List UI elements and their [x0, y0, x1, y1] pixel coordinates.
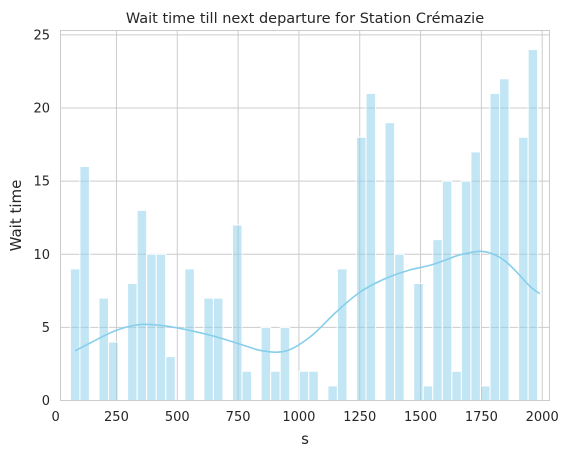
histogram-bar — [470, 151, 481, 401]
histogram-bar — [422, 385, 434, 401]
y-tick-label: 25 — [33, 28, 50, 43]
histogram-bar — [79, 166, 90, 401]
y-tick-labels: 0 5 10 15 20 25 — [33, 28, 50, 409]
histogram-bar — [394, 253, 405, 401]
y-axis-label: Wait time — [7, 180, 25, 252]
histogram-bar — [241, 370, 253, 401]
x-tick-label: 0 — [51, 410, 59, 425]
histogram-bar — [413, 283, 424, 402]
kde-curve — [74, 250, 541, 353]
x-tick-label: 1250 — [343, 410, 376, 425]
histogram-bar — [127, 283, 138, 402]
histogram-bar — [327, 385, 338, 401]
histogram-bar — [451, 370, 462, 401]
histogram-bar — [527, 49, 539, 401]
histogram-bar — [270, 370, 281, 401]
chart-title: Wait time till next departure for Statio… — [126, 11, 484, 27]
histogram-bar — [518, 136, 529, 402]
x-tick-label: 250 — [104, 410, 129, 425]
histogram-bar — [203, 297, 214, 401]
x-tick-label: 750 — [226, 410, 251, 425]
histogram-bar — [146, 253, 157, 401]
histogram-bar — [355, 136, 367, 402]
y-tick-label: 5 — [42, 321, 50, 336]
x-tick-label: 500 — [165, 410, 190, 425]
y-tick-label: 20 — [33, 102, 50, 117]
y-tick-label: 15 — [33, 175, 50, 190]
grid-lines — [60, 30, 550, 401]
histogram-bar — [184, 268, 195, 402]
histogram-bar — [308, 370, 319, 401]
histogram-bar — [260, 326, 272, 401]
histogram-bars — [69, 49, 539, 402]
histogram-bar — [165, 356, 176, 402]
x-tick-label: 2000 — [526, 410, 559, 425]
x-tick-label: 1000 — [282, 410, 315, 425]
histogram-bar — [155, 253, 167, 401]
histogram-bar — [136, 209, 148, 401]
x-tick-label: 1500 — [404, 410, 437, 425]
histogram-bar — [232, 224, 243, 401]
plot-frame — [60, 30, 550, 401]
y-tick-label: 10 — [33, 248, 50, 263]
histogram-bar — [489, 92, 501, 401]
histogram-bar — [212, 297, 224, 401]
histogram-bar — [365, 92, 377, 401]
histogram-bar — [441, 180, 453, 401]
x-tick-label: 1750 — [465, 410, 498, 425]
x-tick-labels: 0 250 500 750 1000 1250 1500 1750 2000 — [51, 410, 558, 425]
histogram-bar — [98, 297, 110, 401]
histogram-bar — [336, 268, 348, 402]
histogram-bar — [69, 268, 81, 402]
x-axis-label: s — [301, 430, 309, 448]
histogram-bar — [479, 385, 491, 401]
y-tick-label: 0 — [42, 394, 50, 409]
histogram-bar — [499, 78, 510, 402]
histogram-bar — [460, 180, 472, 401]
histogram-bar — [384, 122, 396, 401]
histogram-bar — [298, 370, 310, 401]
histogram-bar — [279, 326, 291, 401]
histogram-bar — [108, 341, 119, 402]
